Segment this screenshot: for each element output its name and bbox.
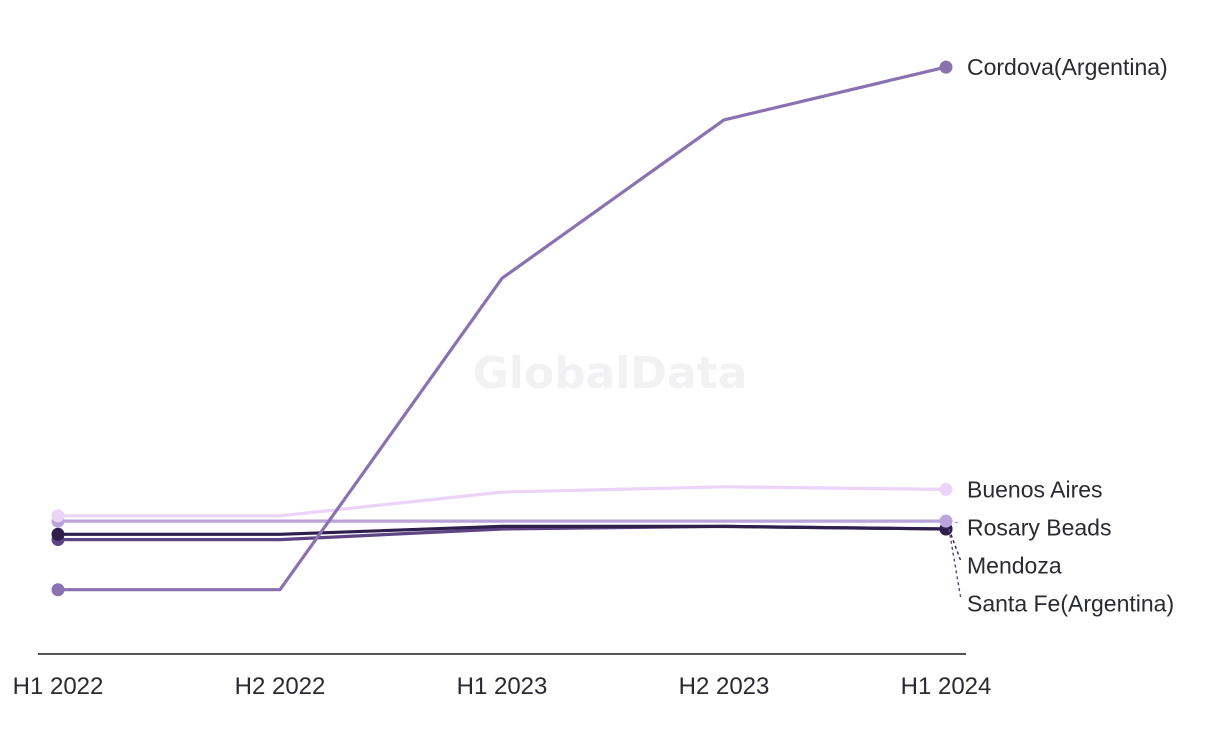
- series-point: [51, 583, 65, 597]
- x-axis-ticks: H1 2022 H2 2022 H1 2023 H2 2023 H1 2024: [13, 673, 992, 700]
- series-group: [51, 482, 953, 523]
- series-point: [51, 509, 65, 523]
- series-end-label: Cordova(Argentina): [967, 54, 1168, 80]
- series-line: [56, 524, 948, 536]
- x-tick-label: H2 2022: [235, 673, 326, 700]
- series-layer: [51, 60, 953, 597]
- label-leader-line: [948, 528, 962, 600]
- series-end-label: Buenos Aires: [967, 476, 1103, 502]
- series-point: [939, 482, 953, 496]
- watermark: GlobalData: [473, 348, 748, 399]
- x-tick-label: H1 2024: [901, 673, 992, 700]
- x-tick-label: H1 2023: [457, 673, 548, 700]
- label-leader-line: [948, 528, 962, 562]
- label-leader-line: [948, 520, 962, 525]
- series-point: [51, 527, 65, 541]
- series-end-label: Mendoza: [967, 552, 1062, 578]
- series-point: [939, 60, 953, 74]
- series-end-label: Santa Fe(Argentina): [967, 590, 1174, 616]
- x-tick-label: H2 2023: [679, 673, 770, 700]
- series-end-label: Rosary Beads: [967, 514, 1111, 540]
- x-tick-label: H1 2022: [13, 673, 104, 700]
- series-point: [939, 514, 953, 528]
- series-line: [56, 485, 948, 518]
- series-line: [56, 65, 948, 592]
- series-labels: Cordova(Argentina) Buenos Aires Rosary Bea…: [948, 54, 1174, 616]
- series-group: [51, 60, 953, 597]
